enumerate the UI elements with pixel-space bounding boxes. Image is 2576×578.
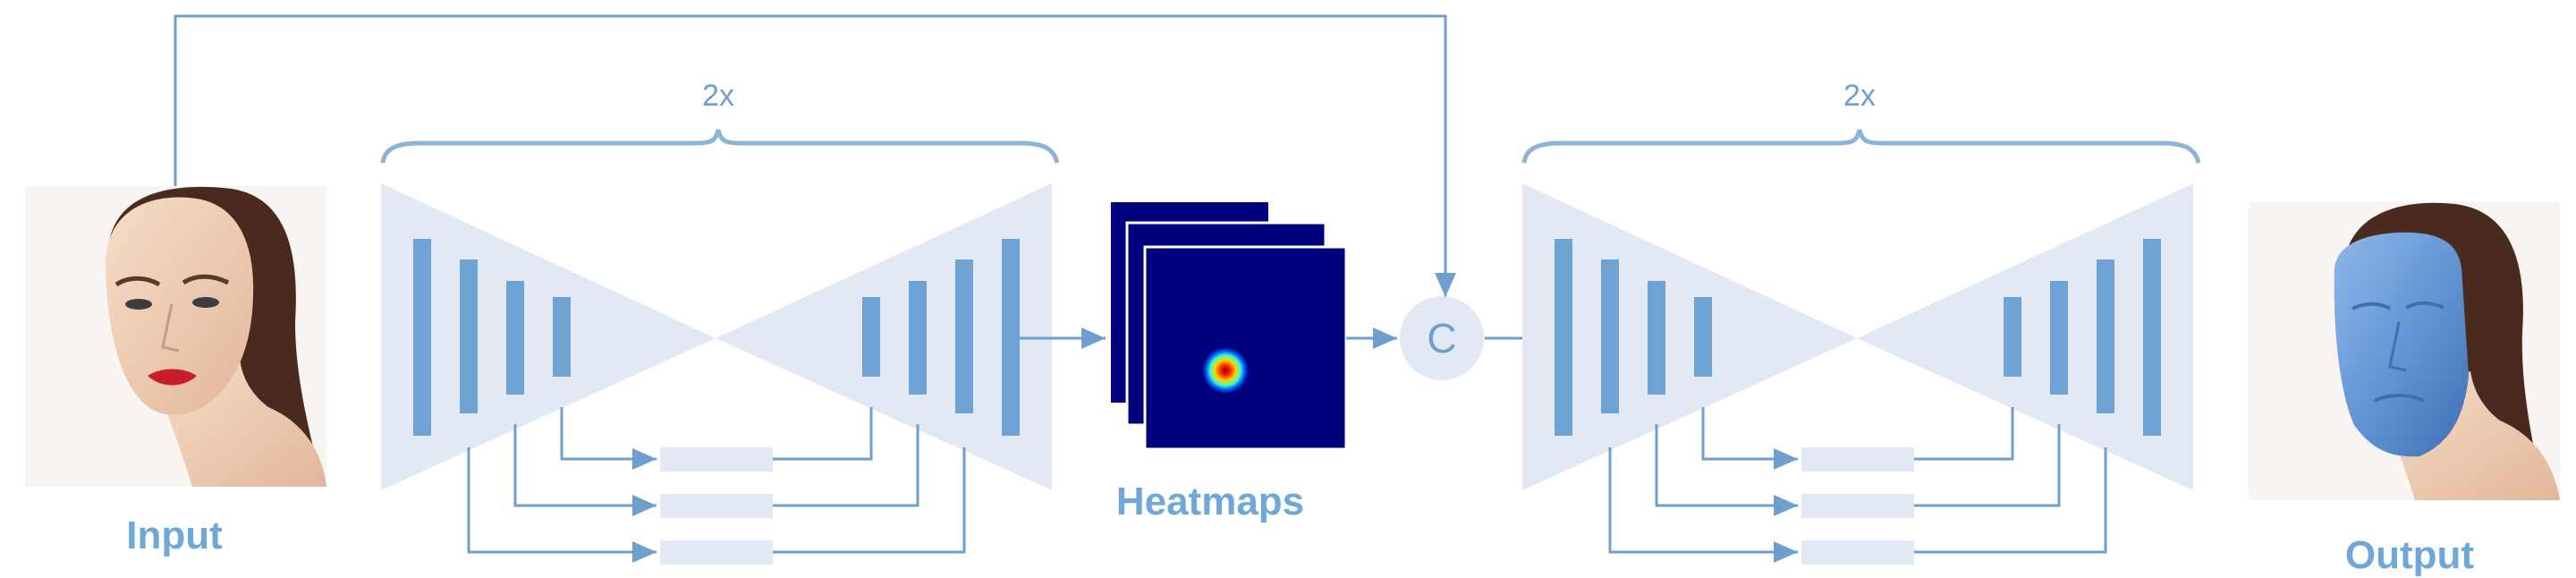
encoder-decoder-right: 2x <box>1521 79 2201 565</box>
concat-node <box>1400 296 1484 380</box>
encoder-decoder-left: 2x <box>380 79 1106 565</box>
feature-bar <box>2097 259 2114 413</box>
feature-bar <box>553 297 571 377</box>
skip-wire <box>773 447 966 554</box>
skip-block <box>1801 540 1914 565</box>
skip-wire <box>1655 424 1798 516</box>
feature-bar <box>2004 297 2021 377</box>
repeat-label-left: 2x <box>702 79 734 113</box>
skip-block <box>660 447 773 472</box>
feature-bar <box>909 281 927 395</box>
output-face-image <box>2249 202 2560 500</box>
feature-bar <box>460 259 478 413</box>
repeat-brace-left <box>380 129 1060 164</box>
skip-block <box>660 540 773 565</box>
feature-bar <box>2050 281 2068 395</box>
feature-bar <box>506 281 524 395</box>
feature-bar <box>1694 297 1712 377</box>
skip-wire <box>1608 447 1798 563</box>
skip-wire <box>1914 407 2014 461</box>
skip-wire <box>773 407 873 461</box>
repeat-brace-right <box>1521 129 2201 164</box>
feature-bar <box>955 259 973 413</box>
decoder-triangle <box>716 183 1052 490</box>
encoder-triangle <box>1522 183 1857 490</box>
encoder-triangle <box>381 183 716 490</box>
skip-wire <box>773 424 919 507</box>
skip-wire <box>467 447 657 563</box>
heatmap-stack <box>1111 202 1348 451</box>
feature-bar <box>413 239 431 436</box>
feature-bar <box>862 297 880 377</box>
skip-wire <box>513 424 657 516</box>
input-skip-connection <box>174 14 1456 297</box>
feature-bar <box>1648 281 1665 395</box>
feature-bar <box>2143 239 2161 436</box>
concat-label: C <box>1427 315 1456 361</box>
skip-wire <box>1701 407 1798 470</box>
input-face-image <box>25 186 326 487</box>
feature-bar <box>1601 259 1619 413</box>
feature-bar <box>1002 239 1020 436</box>
decoder-triangle <box>1857 183 2193 490</box>
output-label: Output <box>2345 533 2475 577</box>
repeat-label-right: 2x <box>1843 79 1876 113</box>
skip-block <box>660 494 773 518</box>
skip-block <box>1801 494 1914 518</box>
skip-block <box>1801 447 1914 472</box>
skip-wire <box>560 407 657 470</box>
input-label: Input <box>126 514 223 557</box>
skip-wire <box>1914 424 2061 507</box>
feature-bar <box>1555 239 1572 436</box>
heatmaps-label: Heatmaps <box>1116 480 1304 523</box>
skip-wire <box>1914 447 2107 554</box>
